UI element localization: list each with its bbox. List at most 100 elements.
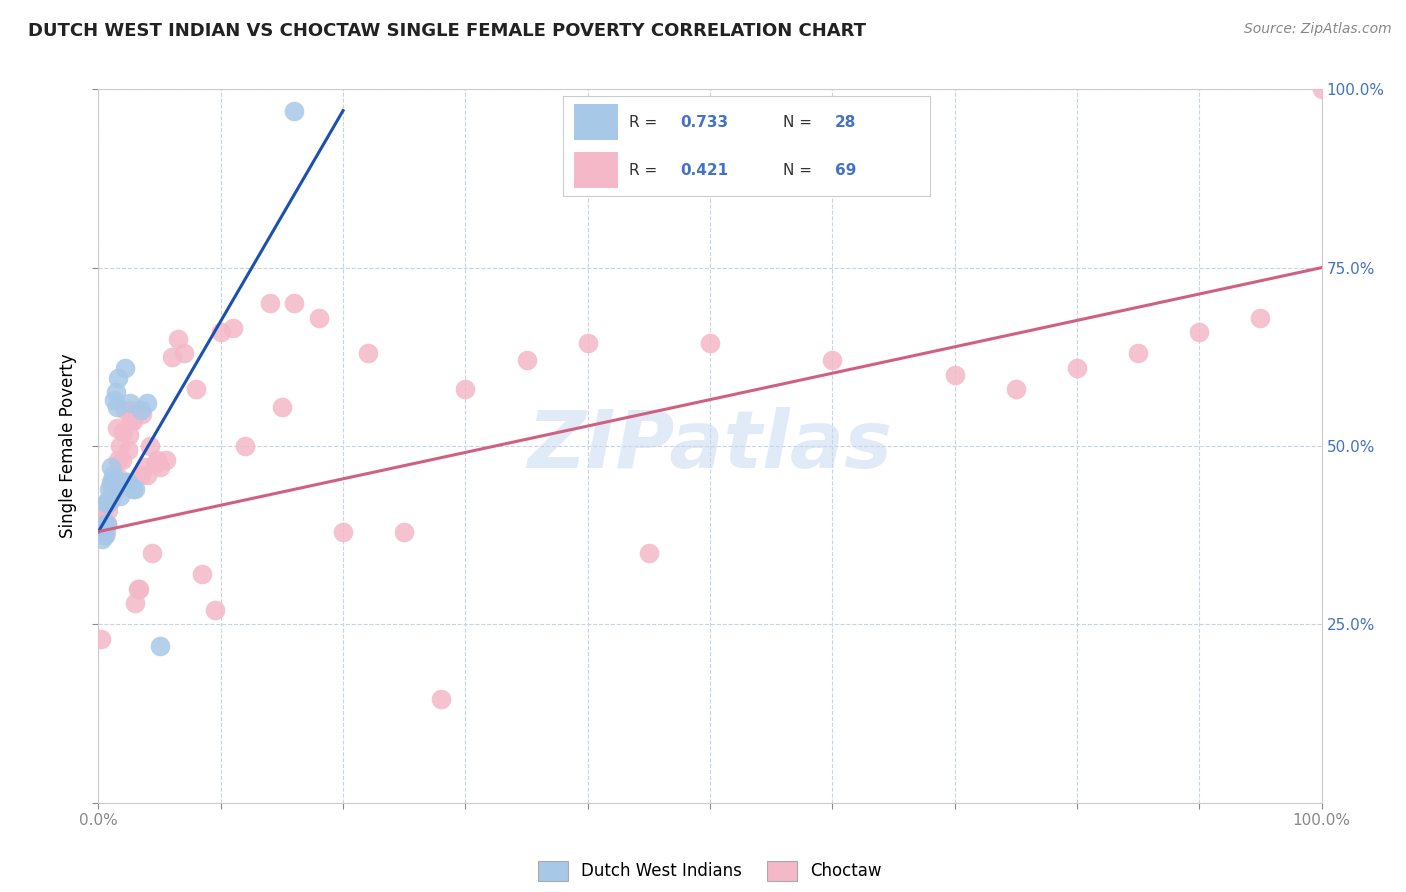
Point (124, 482, 146, 496)
Point (124, 596, 146, 610)
Point (136, 396, 159, 410)
Point (90, 632, 112, 646)
Point (139, 439, 162, 453)
Point (105, 421, 128, 435)
Point (117, 475, 139, 489)
Point (259, 296, 281, 310)
Point (103, 392, 125, 407)
Text: DUTCH WEST INDIAN VS CHOCTAW SINGLE FEMALE POVERTY CORRELATION CHART: DUTCH WEST INDIAN VS CHOCTAW SINGLE FEMA… (28, 22, 866, 40)
Point (141, 546, 163, 560)
Point (104, 475, 127, 489)
Point (96, 517, 118, 532)
Point (283, 103, 305, 118)
Point (97, 492, 120, 507)
Point (308, 310, 330, 325)
Point (93, 517, 115, 532)
Point (120, 403, 142, 417)
Point (129, 467, 152, 482)
Point (392, 524, 416, 539)
Point (91, 517, 114, 532)
Point (149, 460, 172, 475)
Point (128, 582, 150, 596)
Point (233, 439, 256, 453)
Point (129, 403, 152, 417)
Point (270, 400, 294, 414)
Legend: Dutch West Indians, Choctaw: Dutch West Indians, Choctaw (531, 855, 889, 888)
Point (146, 453, 169, 467)
Point (1249, 310, 1271, 325)
Point (134, 460, 156, 475)
Point (98, 492, 121, 507)
Point (120, 396, 142, 410)
Point (576, 335, 599, 350)
Point (209, 325, 232, 339)
Point (101, 475, 124, 489)
Point (131, 407, 153, 421)
Point (100, 475, 122, 489)
Point (103, 485, 125, 500)
Point (149, 639, 172, 653)
Point (121, 482, 143, 496)
Point (155, 453, 177, 467)
Point (186, 382, 208, 396)
Point (430, 692, 453, 706)
Point (114, 403, 136, 417)
Point (120, 414, 142, 428)
Point (105, 400, 128, 414)
Point (94, 496, 117, 510)
Point (111, 475, 134, 489)
Point (127, 582, 149, 596)
Point (97, 503, 120, 517)
Point (638, 546, 661, 560)
Point (108, 471, 131, 485)
Point (101, 482, 124, 496)
Point (101, 475, 124, 489)
Point (222, 321, 245, 335)
Point (1066, 360, 1088, 375)
Point (143, 457, 166, 471)
Point (129, 467, 152, 482)
Point (121, 414, 143, 428)
Point (943, 368, 966, 382)
Point (173, 346, 195, 360)
Point (104, 385, 127, 400)
Point (93, 528, 115, 542)
Point (114, 360, 136, 375)
Point (332, 524, 354, 539)
Point (356, 346, 378, 360)
Point (1004, 382, 1026, 396)
Point (515, 353, 537, 368)
Point (117, 442, 139, 457)
Point (454, 382, 477, 396)
Point (110, 489, 132, 503)
Point (110, 439, 132, 453)
Point (94, 524, 117, 539)
Point (118, 428, 141, 442)
Point (821, 353, 844, 368)
Point (91, 510, 114, 524)
Point (107, 371, 129, 385)
Text: ZIPatlas: ZIPatlas (527, 407, 893, 485)
Y-axis label: Single Female Poverty: Single Female Poverty (59, 354, 77, 538)
Point (101, 467, 124, 482)
Point (93, 528, 115, 542)
Point (100, 492, 122, 507)
Point (91, 524, 114, 539)
Point (91, 532, 114, 546)
Point (204, 603, 226, 617)
Point (1188, 325, 1211, 339)
Point (100, 460, 122, 475)
Text: Source: ZipAtlas.com: Source: ZipAtlas.com (1244, 22, 1392, 37)
Point (111, 453, 134, 467)
Point (167, 332, 190, 346)
Point (98, 482, 121, 496)
Point (107, 453, 129, 467)
Point (191, 567, 214, 582)
Point (136, 467, 159, 482)
Point (96, 517, 118, 532)
Point (1128, 346, 1150, 360)
Point (160, 350, 183, 364)
Point (97, 496, 120, 510)
Point (111, 425, 134, 439)
Point (1310, 82, 1333, 96)
